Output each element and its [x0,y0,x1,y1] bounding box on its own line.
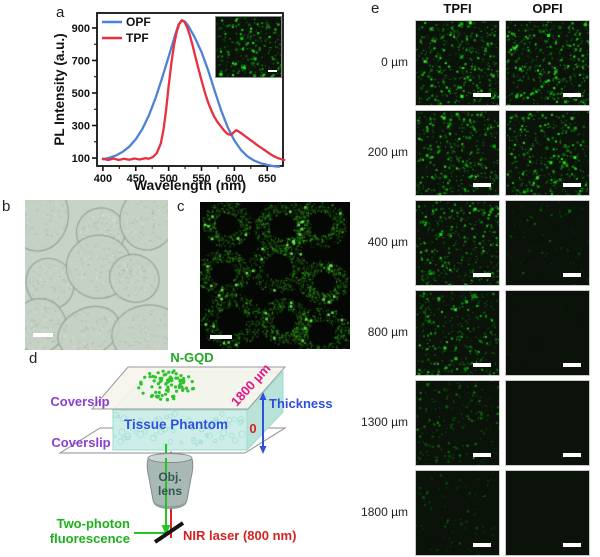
objective-lens [146,453,194,509]
depth-label-1300µm: 1300 µm [361,415,408,429]
depth-label-0µm: 0 µm [381,55,408,69]
ngqd-dot-cluster [137,369,196,402]
panel-a-letter: a [56,4,65,21]
scale-bar [473,273,491,277]
x-tick-label: 450 [127,173,145,185]
y-tick-label: 100 [72,153,90,165]
panel-c-scale-bar [210,335,232,339]
depth-min-label: 0 [249,421,256,436]
tpfi-micrograph-400µm [415,200,500,286]
depth-label-200µm: 200 µm [367,145,408,159]
tpfi-micrograph-800µm [415,290,500,376]
tpfi-micrograph-1800µm [415,470,500,556]
opfi-micrograph-1800µm [505,470,590,556]
opfi-micrograph-400µm [505,200,590,286]
opfi-micrograph-800µm [505,290,590,376]
tpfi-micrograph-200µm [415,110,500,196]
scale-bar [563,363,581,367]
objective-label-line2: lens [158,484,182,498]
scale-bar [473,93,491,97]
tpfi-micrograph-1300µm [415,380,500,466]
y-tick-label: 900 [72,23,90,35]
coverslip-bottom-label: Coverslip [51,435,110,450]
opfi-micrograph-200µm [505,110,590,196]
tissue-phantom-label: Tissue Phantom [124,417,228,432]
depth-label-400µm: 400 µm [367,235,408,249]
x-tick-label: 600 [225,173,243,185]
scale-bar [473,453,491,457]
two-photon-label-line1: Two-photon [57,516,130,531]
experiment-schematic: N-GQD Coverslip Coverslip Tissue Phantom… [50,350,333,546]
nir-laser-label: NIR laser (800 nm) [183,528,296,543]
depth-label-1800µm: 1800 µm [361,505,408,519]
thickness-label: Thickness [269,396,333,411]
panel-b-scale-bar [33,333,53,337]
legend-label-tpf: TPF [126,31,149,45]
scale-bar [563,453,581,457]
coverslip-top-label: Coverslip [50,394,109,409]
y-tick-label: 700 [72,55,90,67]
phantom-texture [113,410,246,449]
inset-scale-bar [268,70,277,72]
curve-tpf [101,19,286,162]
x-tick-label: 550 [192,173,210,185]
column-header-tpfi: TPFI [443,1,472,16]
panel-c-letter: c [177,198,185,215]
objective-label-line1: Obj. [158,470,181,484]
tpfi-micrograph-0µm [415,20,500,106]
depth-label-800µm: 800 µm [367,325,408,339]
ngqd-label: N-GQD [170,350,213,365]
y-tick-label: 500 [72,88,90,100]
panel-b-brightfield-micrograph [25,200,168,350]
y-axis-title: PL Intensity (a.u.) [52,33,67,145]
opfi-micrograph-0µm [505,20,590,106]
panel-e-letter: e [371,0,380,17]
panel-b-letter: b [2,198,11,215]
x-tick-label: 400 [94,173,112,185]
scale-bar [563,183,581,187]
panel-a-inset-micrograph [215,16,282,78]
two-photon-label-line2: fluorescence [50,531,130,546]
scale-bar [563,543,581,547]
dichroic-mirror [153,521,185,544]
scale-bar [563,93,581,97]
column-header-opfi: OPFI [532,1,563,16]
thickness-arrow [259,392,267,454]
fluorescence-arrowhead-icon [161,525,171,535]
top-coverslip-plane [90,366,287,410]
opfi-micrograph-1300µm [505,380,590,466]
scale-bar [473,543,491,547]
scale-bar [563,273,581,277]
panel-c-fluorescence-micrograph [200,202,350,349]
panel-d-letter: d [29,350,38,367]
x-tick-label: 650 [258,173,276,185]
x-axis-title: Wavelength (nm) [134,177,246,193]
scale-bar [473,363,491,367]
legend-label-opf: OPF [126,15,151,29]
x-tick-label: 500 [159,173,177,185]
y-tick-label: 300 [72,120,90,132]
scale-bar [473,183,491,187]
